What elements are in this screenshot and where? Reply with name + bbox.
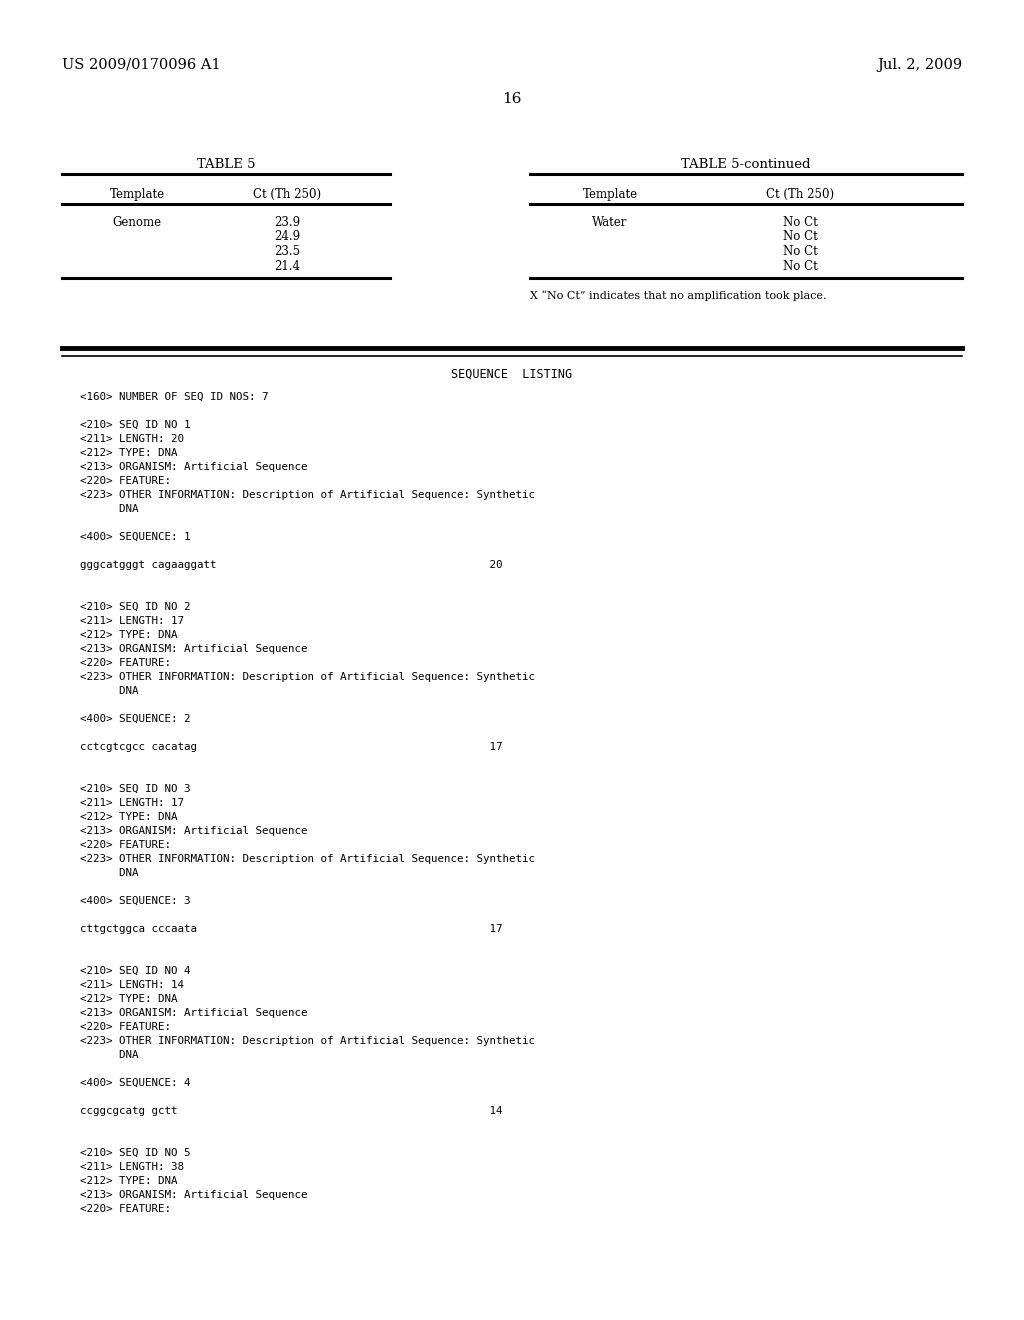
- Text: <212> TYPE: DNA: <212> TYPE: DNA: [80, 812, 177, 822]
- Text: <400> SEQUENCE: 3: <400> SEQUENCE: 3: [80, 896, 190, 906]
- Text: <223> OTHER INFORMATION: Description of Artificial Sequence: Synthetic: <223> OTHER INFORMATION: Description of …: [80, 490, 535, 500]
- Text: <213> ORGANISM: Artificial Sequence: <213> ORGANISM: Artificial Sequence: [80, 1191, 307, 1200]
- Text: <211> LENGTH: 14: <211> LENGTH: 14: [80, 979, 184, 990]
- Text: ccggcgcatg gctt                                                14: ccggcgcatg gctt 14: [80, 1106, 503, 1115]
- Text: TABLE 5-continued: TABLE 5-continued: [681, 158, 811, 172]
- Text: DNA: DNA: [80, 1049, 138, 1060]
- Text: <213> ORGANISM: Artificial Sequence: <213> ORGANISM: Artificial Sequence: [80, 644, 307, 653]
- Text: DNA: DNA: [80, 504, 138, 513]
- Text: No Ct: No Ct: [782, 260, 817, 272]
- Text: <213> ORGANISM: Artificial Sequence: <213> ORGANISM: Artificial Sequence: [80, 462, 307, 473]
- Text: SEQUENCE  LISTING: SEQUENCE LISTING: [452, 368, 572, 381]
- Text: 23.9: 23.9: [274, 216, 300, 228]
- Text: <212> TYPE: DNA: <212> TYPE: DNA: [80, 630, 177, 640]
- Text: No Ct: No Ct: [782, 231, 817, 243]
- Text: <400> SEQUENCE: 1: <400> SEQUENCE: 1: [80, 532, 190, 543]
- Text: <160> NUMBER OF SEQ ID NOS: 7: <160> NUMBER OF SEQ ID NOS: 7: [80, 392, 268, 403]
- Text: Water: Water: [592, 216, 628, 228]
- Text: <210> SEQ ID NO 1: <210> SEQ ID NO 1: [80, 420, 190, 430]
- Text: <212> TYPE: DNA: <212> TYPE: DNA: [80, 1176, 177, 1185]
- Text: <400> SEQUENCE: 2: <400> SEQUENCE: 2: [80, 714, 190, 723]
- Text: <210> SEQ ID NO 4: <210> SEQ ID NO 4: [80, 966, 190, 975]
- Text: <210> SEQ ID NO 3: <210> SEQ ID NO 3: [80, 784, 190, 795]
- Text: 16: 16: [502, 92, 522, 106]
- Text: No Ct: No Ct: [782, 246, 817, 257]
- Text: 24.9: 24.9: [274, 231, 300, 243]
- Text: <223> OTHER INFORMATION: Description of Artificial Sequence: Synthetic: <223> OTHER INFORMATION: Description of …: [80, 1036, 535, 1045]
- Text: <220> FEATURE:: <220> FEATURE:: [80, 657, 171, 668]
- Text: cttgctggca cccaata                                             17: cttgctggca cccaata 17: [80, 924, 503, 935]
- Text: cctcgtcgcc cacatag                                             17: cctcgtcgcc cacatag 17: [80, 742, 503, 752]
- Text: <210> SEQ ID NO 5: <210> SEQ ID NO 5: [80, 1148, 190, 1158]
- Text: <400> SEQUENCE: 4: <400> SEQUENCE: 4: [80, 1078, 190, 1088]
- Text: TABLE 5: TABLE 5: [197, 158, 255, 172]
- Text: <223> OTHER INFORMATION: Description of Artificial Sequence: Synthetic: <223> OTHER INFORMATION: Description of …: [80, 672, 535, 682]
- Text: <212> TYPE: DNA: <212> TYPE: DNA: [80, 447, 177, 458]
- Text: X “No Ct” indicates that no amplification took place.: X “No Ct” indicates that no amplificatio…: [530, 290, 826, 301]
- Text: Ct (Th 250): Ct (Th 250): [766, 187, 835, 201]
- Text: <212> TYPE: DNA: <212> TYPE: DNA: [80, 994, 177, 1005]
- Text: <211> LENGTH: 17: <211> LENGTH: 17: [80, 616, 184, 626]
- Text: DNA: DNA: [80, 869, 138, 878]
- Text: <220> FEATURE:: <220> FEATURE:: [80, 1022, 171, 1032]
- Text: 23.5: 23.5: [274, 246, 300, 257]
- Text: <211> LENGTH: 17: <211> LENGTH: 17: [80, 799, 184, 808]
- Text: <211> LENGTH: 38: <211> LENGTH: 38: [80, 1162, 184, 1172]
- Text: Template: Template: [583, 187, 638, 201]
- Text: Ct (Th 250): Ct (Th 250): [253, 187, 322, 201]
- Text: <223> OTHER INFORMATION: Description of Artificial Sequence: Synthetic: <223> OTHER INFORMATION: Description of …: [80, 854, 535, 865]
- Text: US 2009/0170096 A1: US 2009/0170096 A1: [62, 58, 220, 73]
- Text: <220> FEATURE:: <220> FEATURE:: [80, 477, 171, 486]
- Text: DNA: DNA: [80, 686, 138, 696]
- Text: <213> ORGANISM: Artificial Sequence: <213> ORGANISM: Artificial Sequence: [80, 826, 307, 836]
- Text: <213> ORGANISM: Artificial Sequence: <213> ORGANISM: Artificial Sequence: [80, 1008, 307, 1018]
- Text: Jul. 2, 2009: Jul. 2, 2009: [877, 58, 962, 73]
- Text: <210> SEQ ID NO 2: <210> SEQ ID NO 2: [80, 602, 190, 612]
- Text: gggcatgggt cagaaggatt                                          20: gggcatgggt cagaaggatt 20: [80, 560, 503, 570]
- Text: <211> LENGTH: 20: <211> LENGTH: 20: [80, 434, 184, 444]
- Text: <220> FEATURE:: <220> FEATURE:: [80, 1204, 171, 1214]
- Text: No Ct: No Ct: [782, 216, 817, 228]
- Text: <220> FEATURE:: <220> FEATURE:: [80, 840, 171, 850]
- Text: Genome: Genome: [113, 216, 162, 228]
- Text: Template: Template: [110, 187, 165, 201]
- Text: 21.4: 21.4: [274, 260, 300, 272]
